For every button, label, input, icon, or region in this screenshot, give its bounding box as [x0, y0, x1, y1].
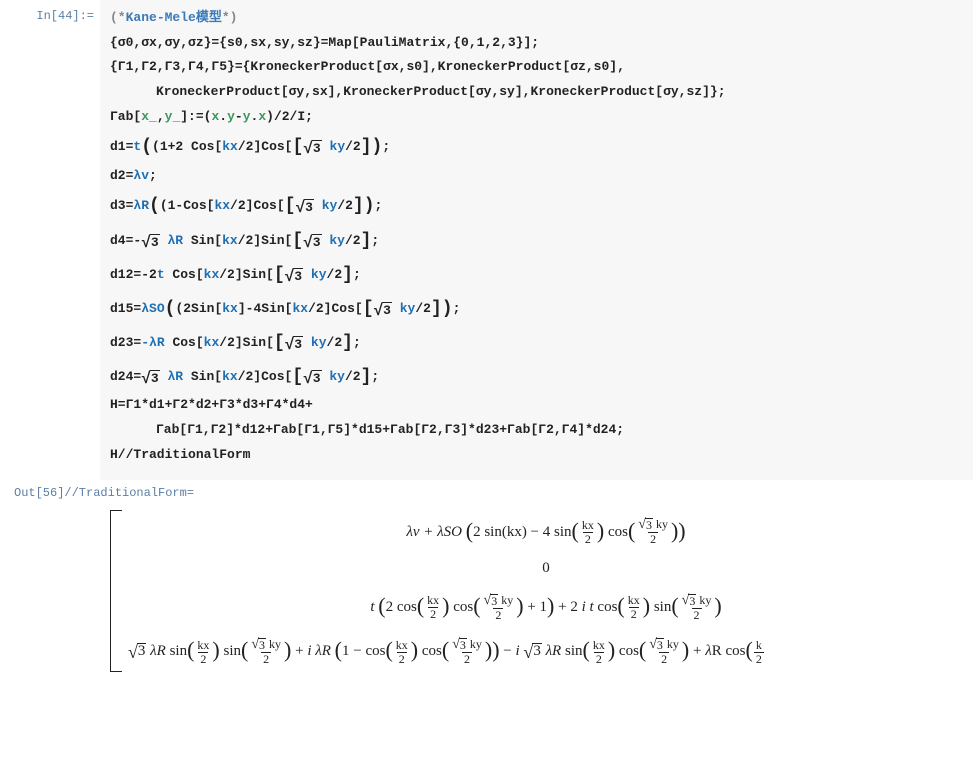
input-cell: In[44]:= (*Kane-Mele模型*) {σ0,σx,σy,σz}={…: [0, 0, 973, 480]
matrix-row-1: λv + λSO (2 sin(kx) − 4 sin(kx2) cos(√3 …: [126, 516, 966, 546]
line-gamma-2: KroneckerProduct[σy,sx],KroneckerProduct…: [110, 80, 963, 105]
fraction: √3 ky2: [450, 638, 484, 666]
line-d23: d23=-λR Cos[kx/2]Sin[[√3 ky/2];: [110, 325, 963, 359]
sqrt-icon: √3: [484, 594, 499, 608]
line-d12: d12=-2t Cos[kx/2]Sin[[√3 ky/2];: [110, 257, 963, 291]
input-label-col: In[44]:=: [0, 0, 100, 23]
line-Hout: H//TraditionalForm: [110, 443, 963, 468]
comment-open: (*: [110, 10, 126, 25]
out-label: Out[56]//TraditionalForm=: [0, 480, 973, 500]
output-cell: λv + λSO (2 sin(kx) − 4 sin(kx2) cos(√3 …: [0, 500, 973, 672]
sqrt-icon: √3: [374, 302, 392, 318]
sqrt-icon: √3: [285, 336, 303, 352]
sqrt-icon: √3: [295, 199, 313, 215]
sqrt-icon: √3: [303, 234, 321, 250]
notebook: In[44]:= (*Kane-Mele模型*) {σ0,σx,σy,σz}={…: [0, 0, 973, 672]
comment-title: Kane-Mele模型: [126, 10, 222, 25]
line-gamma-1: {Γ1,Γ2,Γ3,Γ4,Γ5}={KroneckerProduct[σx,s0…: [110, 55, 963, 80]
sqrt-icon: √3: [285, 268, 303, 284]
fraction: kx2: [394, 639, 410, 665]
line-H2: Γab[Γ1,Γ2]*d12+Γab[Γ1,Γ5]*d15+Γab[Γ2,Γ3]…: [110, 418, 963, 443]
line-d24: d24=√3 λR Sin[kx/2]Cos[[√3 ky/2];: [110, 359, 963, 393]
comment-line: (*Kane-Mele模型*): [110, 6, 963, 31]
line-H1: H=Γ1*d1+Γ2*d2+Γ3*d3+Γ4*d4+: [110, 393, 963, 418]
line-d3: d3=λR((1-Cos[kx/2]Cos[[√3 ky/2]);: [110, 188, 963, 222]
fraction: kx2: [580, 519, 596, 545]
line-d1: d1=t((1+2 Cos[kx/2]Cos[[√3 ky/2]);: [110, 129, 963, 163]
fraction: √3 ky2: [482, 594, 516, 622]
in-label: In[44]:=: [36, 9, 94, 23]
line-sigma: {σ0,σx,σy,σz}={s0,sx,sy,sz}=Map[PauliMat…: [110, 31, 963, 56]
line-gab: Γab[x_,y_]:=(x.y-y.x)/2/I;: [110, 105, 963, 130]
sqrt-icon: √3: [128, 643, 146, 661]
output-label-col: [0, 500, 100, 508]
line-d2: d2=λv;: [110, 164, 963, 189]
fraction: kx2: [195, 639, 211, 665]
matrix-row-3: t (2 cos(kx2) cos(√3 ky2) + 1) + 2 i t c…: [126, 591, 966, 621]
fraction: kx2: [626, 594, 642, 620]
fraction: √3 ky2: [680, 594, 714, 622]
sqrt-icon: √3: [141, 370, 159, 386]
sqrt-icon: √3: [251, 638, 266, 652]
sqrt-icon: √3: [452, 638, 467, 652]
output-area[interactable]: λv + λSO (2 sin(kx) − 4 sin(kx2) cos(√3 …: [100, 500, 973, 672]
sqrt-icon: √3: [638, 518, 653, 532]
fraction: √3 ky2: [647, 638, 681, 666]
line-d4: d4=-√3 λR Sin[kx/2]Sin[[√3 ky/2];: [110, 223, 963, 257]
matrix-row-4: √3 λR sin(kx2) sin(√3 ky2) + i λR (1 − c…: [126, 635, 966, 665]
sqrt-icon: √3: [649, 638, 664, 652]
matrix-row-2: 0: [126, 560, 966, 577]
sqrt-icon: √3: [303, 140, 321, 156]
fraction: kx2: [425, 594, 441, 620]
comment-close: *): [222, 10, 238, 25]
code-area[interactable]: (*Kane-Mele模型*) {σ0,σx,σy,σz}={s0,sx,sy,…: [100, 0, 973, 480]
fraction: √3 ky2: [249, 638, 283, 666]
fraction: k2: [754, 639, 764, 665]
sqrt-icon: √3: [141, 234, 159, 250]
line-d15: d15=λSO((2Sin[kx]-4Sin[kx/2]Cos[[√3 ky/2…: [110, 291, 963, 325]
output-matrix: λv + λSO (2 sin(kx) − 4 sin(kx2) cos(√3 …: [110, 510, 973, 672]
fraction: kx2: [591, 639, 607, 665]
sqrt-icon: √3: [303, 370, 321, 386]
fraction: √3 ky2: [636, 518, 670, 546]
sqrt-icon: √3: [523, 643, 541, 661]
sqrt-icon: √3: [682, 594, 697, 608]
matrix-bracket-icon: [110, 510, 122, 672]
